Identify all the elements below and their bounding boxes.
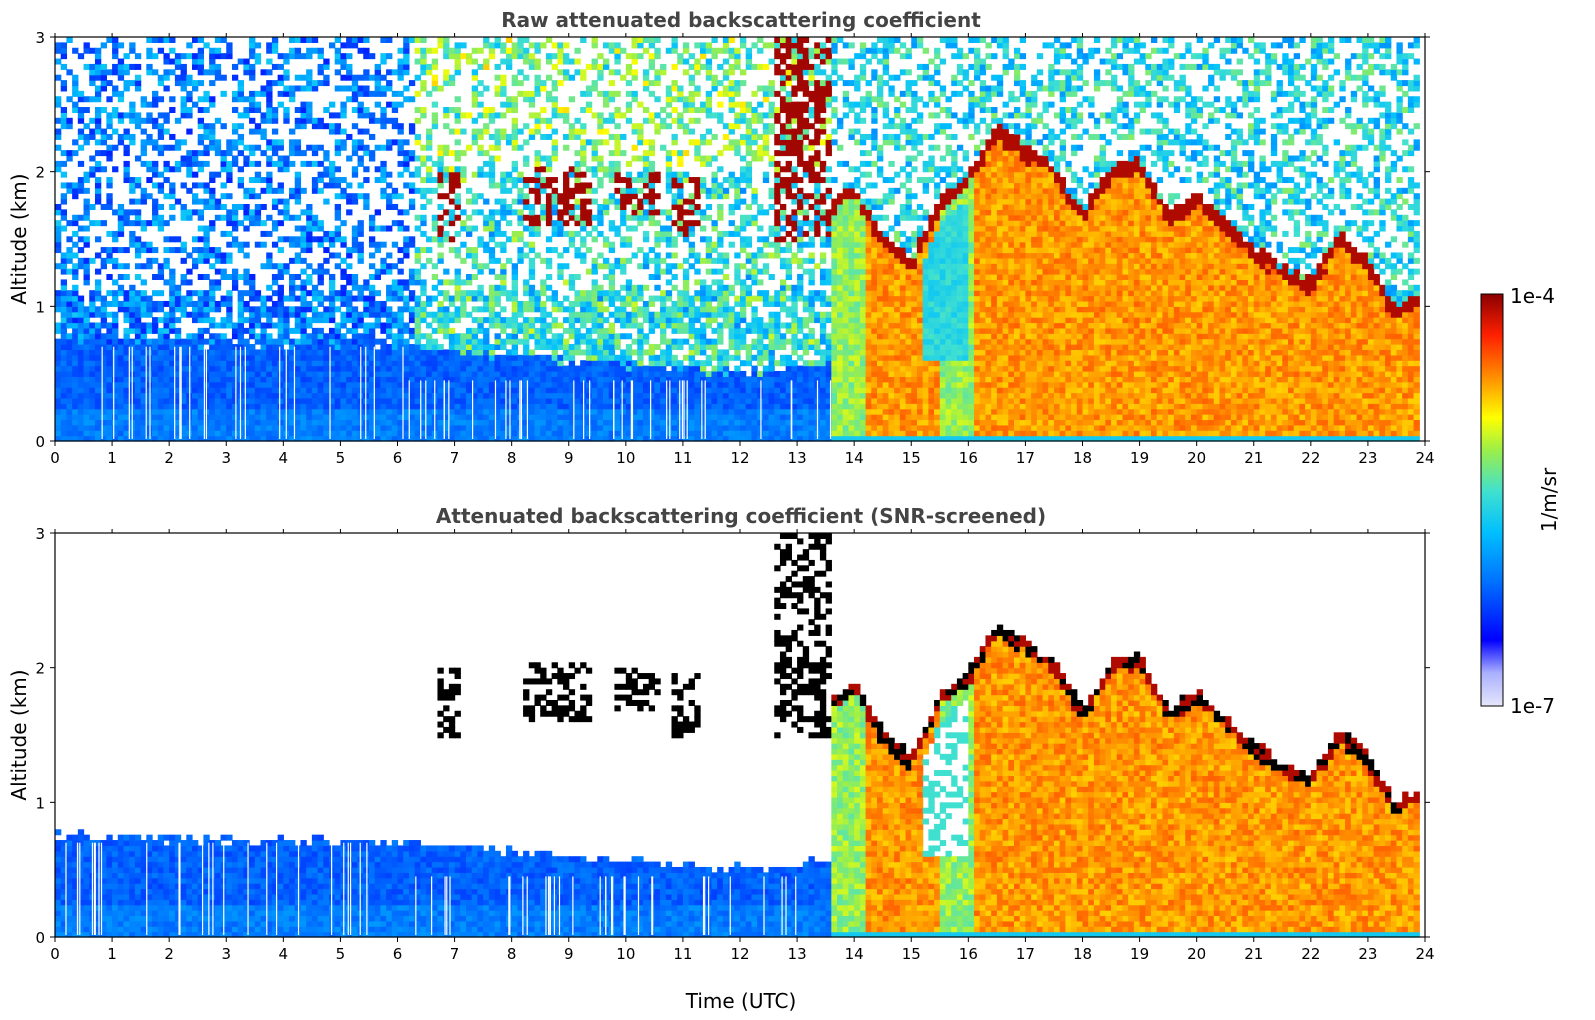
x-tick-label: 4: [279, 449, 289, 467]
panel-screened-axes: 0 1 2 3 4 5 6 7 8 9 10 11 12 13 14 15 16 17 18 19 20 21 22 23 24…: [35, 525, 1434, 963]
x-tick-label: 19: [1130, 945, 1149, 963]
y-tick-label: 0: [35, 929, 45, 947]
x-tick-label: 18: [1073, 449, 1092, 467]
colorbar-gradient: [1480, 293, 1504, 707]
panel-raw-ylabel: Altitude (km): [7, 173, 31, 304]
x-tick-label: 20: [1187, 449, 1206, 467]
panel-screened-title: Attenuated backscattering coefficient (S…: [436, 504, 1046, 528]
panel-raw-plot-area: [55, 37, 1425, 442]
x-tick-label: 23: [1358, 945, 1377, 963]
x-tick-label: 8: [507, 449, 517, 467]
x-tick-label: 9: [564, 449, 574, 467]
x-tick-label: 1: [107, 449, 117, 467]
x-tick-label: 23: [1358, 449, 1377, 467]
x-tick-label: 2: [164, 945, 174, 963]
colorbar-min-label: 1e-7: [1510, 694, 1555, 718]
x-tick-label: 9: [564, 945, 574, 963]
x-tick-label: 22: [1301, 945, 1320, 963]
x-tick-label: 11: [673, 449, 692, 467]
x-tick-label: 19: [1130, 449, 1149, 467]
x-tick-label: 6: [393, 945, 403, 963]
x-tick-label: 13: [788, 449, 807, 467]
x-tick-label: 5: [336, 945, 346, 963]
y-tick-label: 3: [35, 525, 45, 543]
x-tick-label: 10: [616, 449, 635, 467]
x-tick-label: 24: [1415, 449, 1434, 467]
panel-screened-xlabel: Time (UTC): [685, 989, 797, 1013]
y-tick-label: 2: [35, 660, 45, 678]
x-tick-label: 12: [730, 449, 749, 467]
x-tick-label: 21: [1244, 449, 1263, 467]
x-tick-label: 18: [1073, 945, 1092, 963]
x-tick-label: 7: [450, 449, 460, 467]
x-tick-label: 16: [959, 945, 978, 963]
x-tick-label: 1: [107, 945, 117, 963]
colorbar-unit-label: 1/m/sr: [1537, 467, 1561, 532]
y-tick-label: 1: [35, 794, 45, 812]
x-tick-label: 14: [845, 449, 864, 467]
y-tick-label: 1: [35, 298, 45, 316]
x-tick-label: 17: [1016, 449, 1035, 467]
x-tick-label: 8: [507, 945, 517, 963]
x-tick-label: 5: [336, 449, 346, 467]
x-tick-label: 20: [1187, 945, 1206, 963]
x-tick-label: 21: [1244, 945, 1263, 963]
x-tick-label: 24: [1415, 945, 1434, 963]
y-tick-label: 2: [35, 164, 45, 182]
x-tick-label: 4: [279, 945, 289, 963]
x-tick-label: 10: [616, 945, 635, 963]
x-tick-label: 3: [221, 945, 231, 963]
x-tick-label: 15: [902, 449, 921, 467]
panel-screened-plot-area: [55, 533, 1425, 938]
x-tick-label: 7: [450, 945, 460, 963]
panel-screened-ylabel: Altitude (km): [7, 669, 31, 800]
x-tick-label: 17: [1016, 945, 1035, 963]
x-tick-label: 6: [393, 449, 403, 467]
y-tick-label: 0: [35, 433, 45, 451]
x-tick-label: 16: [959, 449, 978, 467]
x-tick-label: 15: [902, 945, 921, 963]
x-tick-label: 22: [1301, 449, 1320, 467]
panel-raw: Raw attenuated backscattering coefficien…: [7, 8, 1435, 467]
panel-raw-title: Raw attenuated backscattering coefficien…: [501, 8, 981, 32]
x-tick-label: 14: [845, 945, 864, 963]
y-tick-label: 3: [35, 29, 45, 47]
x-tick-label: 12: [730, 945, 749, 963]
x-tick-label: 0: [50, 449, 60, 467]
x-tick-label: 11: [673, 945, 692, 963]
panel-screened: Attenuated backscattering coefficient (S…: [7, 504, 1435, 1013]
x-tick-label: 3: [221, 449, 231, 467]
panel-raw-axes: 0 1 2 3 4 5 6 7 8 9 10 11 12 13 14 15 16 17 18 19 20 21 22 23 24…: [35, 29, 1434, 467]
colorbar: 1e-4 1e-7 1/m/sr: [1480, 284, 1561, 718]
x-tick-label: 13: [788, 945, 807, 963]
colorbar-max-label: 1e-4: [1510, 284, 1555, 308]
x-tick-label: 0: [50, 945, 60, 963]
x-tick-label: 2: [164, 449, 174, 467]
